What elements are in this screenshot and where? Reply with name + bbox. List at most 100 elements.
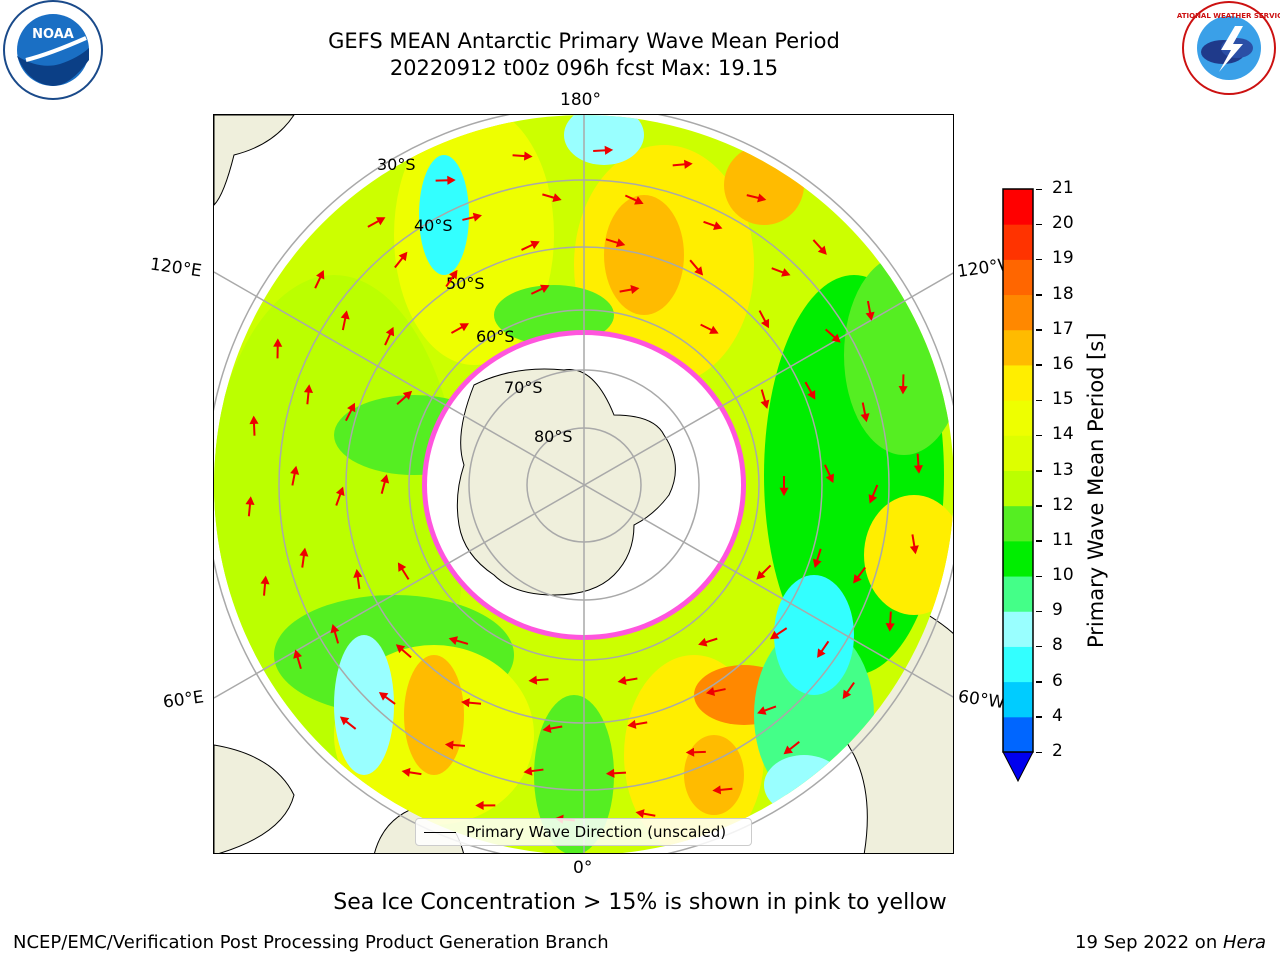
colorbar-band <box>1003 400 1033 436</box>
wave-arrow <box>384 326 395 346</box>
colorbar-band <box>1003 259 1033 296</box>
colorbar-tick-mark <box>1036 575 1042 578</box>
wave-arrow <box>396 390 413 405</box>
wave-arrow <box>475 800 496 811</box>
footer-host: Hera <box>1222 932 1266 953</box>
colorbar-band <box>1003 189 1033 225</box>
wave-arrow <box>617 675 638 685</box>
wave-arrow <box>898 374 908 395</box>
wave-arrow <box>756 564 772 580</box>
wave-arrow <box>760 389 770 409</box>
colorbar-band <box>1003 294 1033 331</box>
wave-arrow <box>395 644 412 659</box>
lat-label-60: 60°S <box>476 327 515 346</box>
colorbar-tick-label: 18 <box>1052 283 1074 304</box>
colorbar-tick-mark <box>1036 329 1042 331</box>
colorbar-tick-label: 11 <box>1052 529 1074 550</box>
colorbar-tick-label: 15 <box>1052 389 1074 410</box>
wave-arrow <box>290 465 300 486</box>
colorbar-band <box>1003 470 1033 507</box>
colorbar-band <box>1003 540 1033 577</box>
wave-arrow <box>672 159 693 169</box>
wave-arrow <box>450 323 469 334</box>
colorbar-tick-label: 16 <box>1052 353 1074 374</box>
wave-arrow <box>523 766 544 776</box>
wave-arrow <box>685 747 706 757</box>
wave-arrow <box>330 624 340 644</box>
wave-arrow <box>528 675 549 685</box>
colorbar-tick-label: 12 <box>1052 494 1074 515</box>
wave-arrow <box>885 611 895 632</box>
lon-label-60w: 60°W <box>956 686 1007 714</box>
colorbar-band <box>1003 505 1033 542</box>
colorbar-band <box>1003 329 1033 366</box>
lat-label-40: 40°S <box>414 216 453 235</box>
wave-arrow <box>703 220 723 231</box>
colorbar-tick-mark <box>1036 645 1042 648</box>
wave-arrow <box>860 402 870 423</box>
wave-arrow <box>619 285 640 295</box>
wave-arrow <box>335 486 345 506</box>
wave-arrow <box>771 267 791 277</box>
wave-arrow <box>842 681 855 700</box>
antarctic-map: 30°S 40°S 50°S 60°S 70°S 80°S <box>214 115 953 853</box>
wave-arrow <box>712 785 733 795</box>
wave-arrow <box>824 464 834 484</box>
wave-arrow <box>593 145 614 155</box>
colorbar-tick-label: 17 <box>1052 318 1074 339</box>
lon-label-0: 0° <box>573 858 593 878</box>
colorbar-band <box>1003 576 1033 612</box>
wave-arrow <box>700 323 719 334</box>
wave-arrow <box>462 212 482 222</box>
colorbar-tick-label: 21 <box>1052 178 1074 198</box>
wave-arrow <box>909 534 919 555</box>
chart-title: GEFS MEAN Antarctic Primary Wave Mean Pe… <box>328 29 840 53</box>
colorbar-tick-label: 9 <box>1052 600 1063 621</box>
wave-arrow <box>542 193 562 203</box>
wave-arrow <box>340 310 350 331</box>
colorbar-tick-label: 8 <box>1052 635 1063 656</box>
map-panel: 30°S 40°S 50°S 60°S 70°S 80°S <box>213 114 954 854</box>
wave-arrow <box>757 705 777 715</box>
wave-arrow <box>824 328 841 343</box>
colorbar-tick-label: 6 <box>1052 670 1063 691</box>
chart-subtitle: 20220912 t00z 096h fcst Max: 19.15 <box>389 56 779 80</box>
wave-arrow <box>249 415 259 436</box>
colorbar-band <box>1003 681 1033 718</box>
colorbar-tick-label: 4 <box>1052 705 1063 726</box>
wave-arrow <box>624 194 644 205</box>
svg-text:NATIONAL WEATHER SERVICE: NATIONAL WEATHER SERVICE <box>1177 12 1280 20</box>
wave-arrow <box>378 692 396 705</box>
wave-arrow <box>314 270 325 289</box>
wave-arrow <box>804 381 816 400</box>
footer-date: 19 Sep 2022 on Hera <box>1075 932 1266 953</box>
footer-date-text: 19 Sep 2022 on <box>1075 932 1223 953</box>
colorbar-band <box>1003 224 1033 260</box>
wave-arrow <box>345 402 356 422</box>
colorbar-tick-mark <box>1036 470 1042 472</box>
wave-arrow <box>698 637 718 647</box>
wave-arrow <box>865 300 875 321</box>
wave-arrow <box>746 193 767 203</box>
wave-arrow <box>635 809 656 819</box>
colorbar-tick-mark <box>1036 505 1042 507</box>
colorbar-tick-mark <box>1036 188 1042 190</box>
colorbar-tick-label: 2 <box>1052 741 1063 761</box>
wave-arrow <box>303 384 314 405</box>
colorbar-tick-mark <box>1036 399 1042 402</box>
colorbar-frame <box>1002 188 1034 753</box>
colorbar-tick-mark <box>1036 364 1042 366</box>
wave-arrow <box>758 310 770 329</box>
colorbar-tick-mark <box>1036 610 1042 613</box>
wave-arrow <box>705 687 726 696</box>
wave-arrow <box>812 548 822 568</box>
wave-arrow <box>273 338 283 359</box>
wave-arrow <box>512 151 533 161</box>
wave-arrow <box>779 476 789 497</box>
wave-arrow <box>627 719 648 729</box>
wave-arrow <box>769 627 788 640</box>
wave-arrow <box>444 740 466 750</box>
wave-arrow <box>913 453 923 474</box>
lat-label-30: 30°S <box>377 155 416 174</box>
colorbar-band <box>1003 646 1033 683</box>
